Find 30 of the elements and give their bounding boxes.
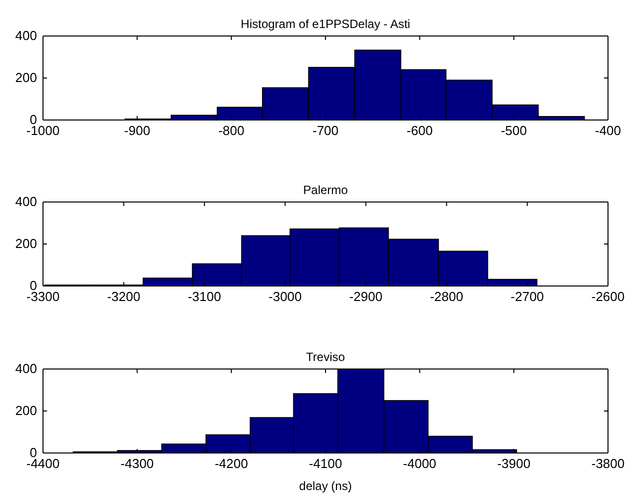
chart-title: Histogram of e1PPSDelay - Asti	[240, 17, 410, 31]
y-tick-label: 400	[15, 194, 37, 210]
x-tick-label: -3800	[591, 456, 625, 472]
x-tick-label: -2700	[510, 289, 544, 304]
x-tick-label: -3100	[188, 289, 222, 304]
x-tick-label: -400	[594, 123, 622, 138]
x-tick-label: -800	[218, 123, 244, 138]
chart-title: Treviso	[306, 350, 346, 364]
x-tick-label: -2600	[591, 289, 625, 304]
x-tick-label: -4100	[308, 456, 342, 472]
x-tick-label: -3000	[268, 289, 302, 304]
x-tick-label: -4000	[403, 456, 436, 472]
x-axis-title: delay (ns)	[299, 479, 352, 493]
y-tick-label: 400	[15, 361, 37, 376]
x-tick-label: -3300	[26, 289, 60, 304]
y-tick-label: 200	[15, 403, 37, 418]
x-tick-label: -4300	[120, 456, 154, 472]
y-tick-label: 400	[15, 28, 37, 44]
y-tick-label: 200	[15, 70, 37, 86]
chart-title: Palermo	[303, 183, 348, 197]
x-tick-label: -600	[406, 123, 433, 138]
x-tick-label: -2900	[349, 289, 382, 304]
x-tick-label: -3200	[107, 289, 140, 304]
x-tick-label: -500	[500, 123, 527, 138]
x-tick-label: -3900	[497, 456, 530, 472]
x-tick-label: -900	[124, 123, 150, 138]
y-tick-label: 200	[15, 236, 37, 252]
x-tick-label: -700	[312, 123, 339, 138]
x-tick-label: -2800	[430, 289, 464, 304]
x-tick-label: -4200	[214, 456, 248, 472]
